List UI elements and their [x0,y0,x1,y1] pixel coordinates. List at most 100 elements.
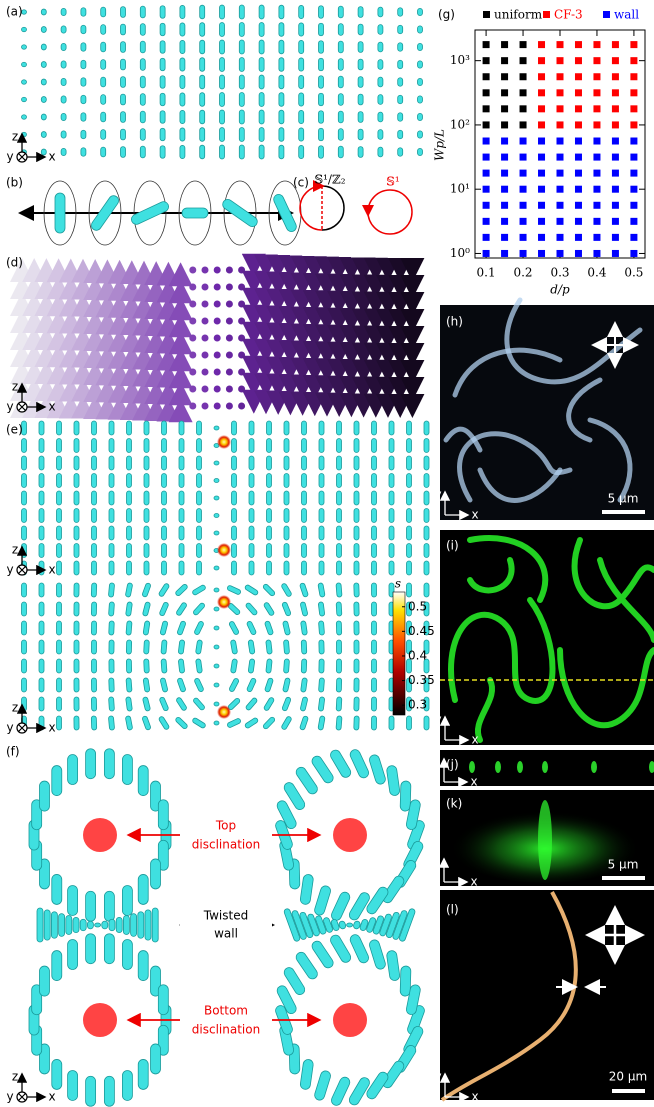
cylinder [144,456,149,470]
cylinder [354,456,359,470]
cylinder [398,113,403,122]
cylinder [220,110,225,124]
cylinder [68,940,78,970]
cylinder [121,129,126,140]
cylinder [91,640,96,654]
cylinder [371,583,376,597]
marker [630,202,637,209]
cylinder [61,96,66,103]
cylinder [175,583,189,596]
cylinder [22,45,27,49]
cylinder [127,509,132,523]
cylinder [214,531,219,535]
marker [501,186,508,193]
director-dot [238,352,245,359]
panel-label: (e) [6,423,23,437]
cylinder [197,509,202,523]
cylinder [301,621,308,636]
cylinder [424,456,429,470]
cylinder [347,923,353,927]
cylinder [159,697,169,712]
cylinder [144,544,149,558]
cylinder [109,678,115,692]
cylinder [109,602,115,616]
annotation: Twisted [203,909,248,923]
cylinder [192,717,207,729]
cylinder [21,583,26,597]
cylinder [159,602,169,617]
cylinder [144,421,149,435]
marker [483,202,490,209]
cylinder [424,439,429,453]
cylinder [302,474,307,488]
cylinder [81,8,86,17]
cylinder [109,439,114,453]
cylinder [418,131,423,138]
cylinder [57,491,62,505]
cylinder [81,60,86,69]
panel-label: (i) [446,539,459,553]
cylinder [160,6,165,19]
cylinder [279,5,284,19]
cylinder [266,659,272,673]
cylinder [319,421,324,435]
director-dot [202,301,209,308]
cylinder [178,640,185,655]
cylinder [372,439,377,453]
cylinder [200,40,205,54]
cylinder [281,716,292,731]
cylinder [91,716,97,730]
cylinder [144,561,149,575]
cylinder [74,678,79,692]
cylinder [301,640,307,654]
cylinder [41,79,46,85]
cross-section [517,761,523,773]
cylinder [57,526,62,540]
cylinder [249,439,254,453]
cylinder [354,526,359,540]
colorbar-tick-label: 0.5 [408,599,427,613]
circle-half [300,186,322,230]
cylinder [61,131,66,138]
axis-letter: x [470,775,477,789]
cylinder [182,208,208,218]
annotation: Bottom [204,1004,248,1018]
cylinder [179,544,184,558]
cylinder [337,474,342,488]
cylinder [239,40,244,54]
director-dot [226,386,233,393]
cylinder [160,111,165,124]
cylinder [338,24,343,36]
marker [612,41,619,48]
cylinder [407,526,412,540]
director-dot [202,386,209,393]
marker [630,154,637,161]
cylinder [281,583,292,598]
cylinder [232,421,237,435]
cylinder [249,491,254,505]
cylinder [158,583,170,597]
x-tick-label: 0.1 [477,266,496,280]
cylinder [22,27,27,31]
cylinder [389,474,394,488]
cylinder [319,111,324,124]
cylinder [101,60,106,70]
cylinder [200,5,205,19]
cylinder [179,456,184,470]
cylinder [80,919,86,931]
cylinder [109,621,115,635]
marker [483,154,490,161]
cylinder [239,58,244,72]
colorbar-label: s [395,577,401,591]
marker [575,73,582,80]
cylinder [39,781,49,811]
marker [483,250,490,257]
cylinder [101,147,106,157]
marker [501,234,508,241]
cylinder [61,43,66,50]
cylinder [389,716,394,730]
marker [612,234,619,241]
cylinder [162,561,167,575]
marker [575,154,582,161]
marker [501,105,508,112]
